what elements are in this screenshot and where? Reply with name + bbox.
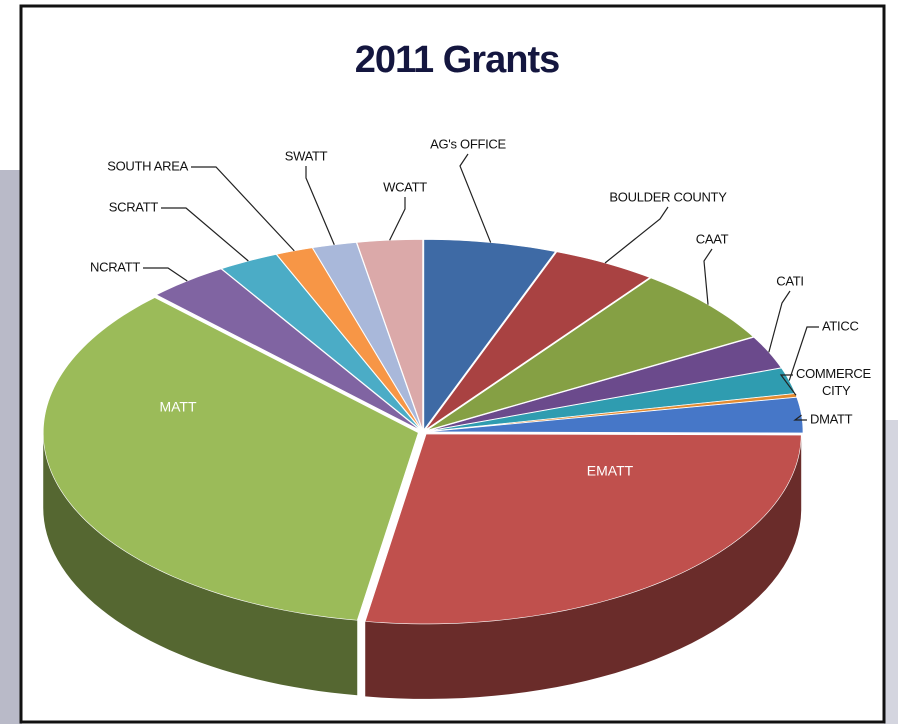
leader-line xyxy=(389,197,406,241)
slice xyxy=(425,251,651,431)
leader-line xyxy=(143,267,188,282)
slice-label: DMATT xyxy=(810,411,853,426)
slice-label: BOULDER COUNTY xyxy=(609,189,727,204)
slice-label: MATT xyxy=(159,399,197,415)
leader-line xyxy=(703,248,713,305)
slice xyxy=(42,297,419,621)
slice xyxy=(364,433,802,625)
slice xyxy=(221,254,421,430)
slice-side xyxy=(365,435,802,699)
leader-line xyxy=(459,153,492,243)
chart-title: 2011 Grants xyxy=(355,39,559,81)
slice xyxy=(312,242,423,430)
slice-label: ATICC xyxy=(822,318,859,333)
slice-side xyxy=(43,432,358,696)
slice xyxy=(426,277,754,431)
slice xyxy=(155,268,421,431)
leader-line xyxy=(161,207,249,262)
side-strip xyxy=(884,420,898,724)
leader-line xyxy=(779,374,797,396)
leader-line xyxy=(191,166,295,252)
slice xyxy=(423,239,556,431)
slice-label: SCRATT xyxy=(109,199,159,214)
leader-line xyxy=(788,326,819,381)
leader-line xyxy=(604,206,669,264)
slice-label: SOUTH AREA xyxy=(107,158,188,173)
slice-label: WCATT xyxy=(383,179,427,194)
slice xyxy=(427,397,804,434)
leader-line xyxy=(793,414,807,421)
side-strip xyxy=(0,170,22,724)
leader-line xyxy=(305,166,335,246)
slice-label: CATI xyxy=(776,273,803,288)
slice-label: NCRATT xyxy=(90,259,140,274)
leader-line xyxy=(768,290,791,353)
slice-label: EMATT xyxy=(587,463,634,479)
slice-label: COMMERCE CITY xyxy=(796,366,872,398)
slice xyxy=(276,247,422,430)
slice xyxy=(427,336,782,432)
slice-label: CAAT xyxy=(696,231,729,246)
slice-label: SWATT xyxy=(285,148,328,163)
slice-label: AG's OFFICE xyxy=(430,136,506,151)
slice-sides xyxy=(43,431,803,699)
